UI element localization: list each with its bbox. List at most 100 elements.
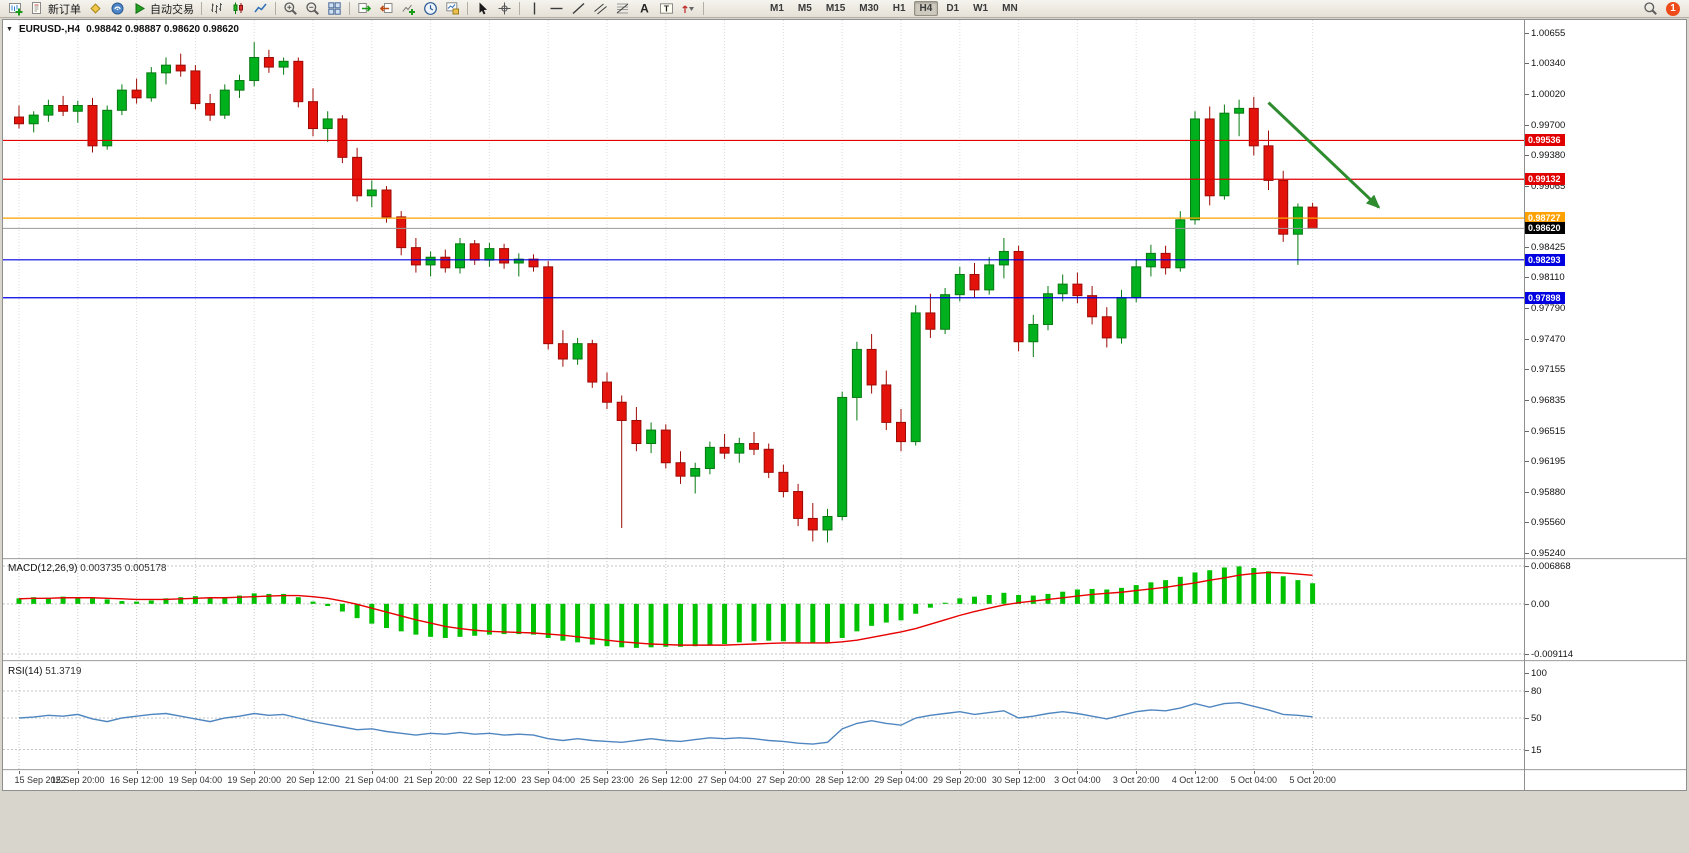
macd-bar: [825, 603, 830, 643]
periods-button[interactable]: [420, 1, 441, 17]
candle-body: [396, 216, 407, 249]
axis-tick: [1525, 93, 1529, 95]
macd-bar: [1177, 576, 1183, 604]
equidistant-channel-button[interactable]: [590, 1, 611, 17]
candle-body: [704, 446, 715, 469]
rsi-axis-label: 15: [1531, 744, 1542, 756]
time-axis-tick: [724, 771, 726, 774]
line-chart-button[interactable]: [250, 1, 271, 17]
candle-body: [410, 247, 421, 266]
timeframe-h1-button[interactable]: H1: [892, 3, 906, 14]
candlestick-chart-button[interactable]: [228, 1, 249, 17]
macd-bar: [986, 595, 992, 604]
zoom-out-button[interactable]: [302, 1, 323, 17]
bar-chart-button[interactable]: [206, 1, 227, 17]
horizontal-line-button[interactable]: [546, 1, 567, 17]
candle-body: [513, 258, 524, 264]
macd-bar: [751, 603, 757, 642]
macd-bar: [266, 593, 272, 604]
candle-body: [440, 256, 451, 269]
candle-body: [940, 294, 951, 330]
timeframe-m1-button[interactable]: M1: [770, 3, 784, 14]
timeframe-m30-button[interactable]: M30: [859, 3, 879, 14]
zoom-out-icon: [306, 2, 319, 15]
panel-separator[interactable]: [3, 558, 1686, 560]
candle-body: [1028, 323, 1039, 343]
trendline-button[interactable]: [568, 1, 589, 17]
trend-arrow-object[interactable]: [1267, 101, 1381, 209]
price-axis-label: 0.99380: [1531, 150, 1566, 162]
macd-panel[interactable]: [3, 561, 1524, 660]
templates-button[interactable]: [442, 1, 463, 17]
price-axis-label: 0.97790: [1531, 303, 1566, 315]
chart-ohlc-values: 0.98842 0.98887 0.98620 0.98620: [86, 24, 239, 35]
price-axis[interactable]: 1.00655 1.00340 1.00020 0.99700 0.99380 0.990…: [1525, 20, 1687, 769]
candle-body: [43, 105, 54, 116]
timeframe-w1-button[interactable]: W1: [973, 3, 989, 14]
macd-bar: [148, 600, 154, 604]
price-axis-label: 1.00340: [1531, 58, 1566, 70]
vertical-line-button[interactable]: [524, 1, 545, 17]
candle-body: [72, 105, 83, 112]
main-chart-area[interactable]: [3, 20, 1524, 558]
macd-bar: [457, 603, 463, 637]
time-axis-tick: [842, 771, 844, 774]
timeframe-mn-button[interactable]: MN: [1002, 3, 1018, 14]
timeframe-d1-button[interactable]: D1: [946, 3, 960, 14]
macd-bar: [1266, 571, 1271, 604]
fibonacci-button[interactable]: [612, 1, 633, 17]
timeframe-h4-button[interactable]: H4: [913, 1, 939, 16]
metaeditor-icon: [90, 3, 101, 14]
chart-shift-button[interactable]: [376, 1, 397, 17]
time-axis-tick: [254, 771, 256, 774]
timeframe-m15-button[interactable]: M15: [825, 3, 846, 14]
candle-body: [851, 348, 862, 398]
macd-bar: [1295, 580, 1301, 604]
toolbar-separator: [467, 2, 468, 15]
time-axis-tick: [313, 771, 314, 774]
tile-windows-button[interactable]: [324, 1, 345, 17]
candle-body: [190, 70, 201, 105]
crosshair-button[interactable]: [494, 1, 515, 17]
rsi-indicator-value: 51.3719: [45, 666, 82, 677]
candle-body: [499, 248, 510, 264]
axis-tick: [1525, 691, 1529, 692]
candle-body: [690, 467, 701, 477]
macd-bar: [854, 603, 860, 632]
panel-separator[interactable]: [3, 660, 1686, 662]
macd-bar: [1119, 587, 1124, 604]
rsi-indicator-name: RSI(14): [8, 666, 43, 677]
auto-scroll-button[interactable]: [354, 1, 375, 17]
panel-separator[interactable]: [3, 769, 1686, 771]
cursor-icon: [479, 2, 487, 15]
candle-body: [1190, 118, 1200, 221]
macd-bar: [1133, 585, 1139, 604]
metaeditor-button[interactable]: [85, 1, 106, 17]
zoom-in-button[interactable]: [280, 1, 301, 17]
arrows-button[interactable]: [678, 1, 699, 17]
macd-bar: [1236, 566, 1242, 604]
text-label-button[interactable]: T: [656, 1, 677, 17]
candle-body: [646, 429, 657, 445]
autotrading-button[interactable]: 自动交易: [129, 1, 197, 17]
macd-bar: [398, 603, 404, 632]
main-toolbar: 新订单 自动交易 A T M1 M5 M15 M30 H1 H4 D1 W1 MN 1: [0, 0, 1689, 18]
new-order-button[interactable]: 新订单: [27, 1, 84, 17]
new-chart-button[interactable]: [5, 1, 26, 17]
price-axis-label: 0.95240: [1531, 548, 1566, 559]
notifications-badge[interactable]: 1: [1666, 1, 1680, 16]
indicators-button[interactable]: [398, 1, 419, 17]
time-axis-label: 4 Oct 12:00: [1171, 775, 1219, 785]
price-axis-label: 0.99065: [1531, 180, 1566, 192]
text-button[interactable]: A: [634, 1, 655, 17]
rsi-panel[interactable]: [3, 663, 1524, 769]
one-click-trading-toggle[interactable]: ▼: [6, 26, 13, 33]
strategy-tester-button[interactable]: [107, 1, 128, 17]
time-axis[interactable]: 15 Sep 2022 15 Sep 20:00 16 Sep 12:00 19 Se…: [3, 771, 1524, 790]
timeframe-m5-button[interactable]: M5: [797, 3, 812, 14]
candle-body: [205, 103, 216, 116]
time-axis-tick: [371, 771, 373, 774]
cursor-button[interactable]: [472, 1, 493, 17]
price-axis-label: 0.95880: [1531, 486, 1566, 498]
search-button[interactable]: [1640, 1, 1661, 17]
